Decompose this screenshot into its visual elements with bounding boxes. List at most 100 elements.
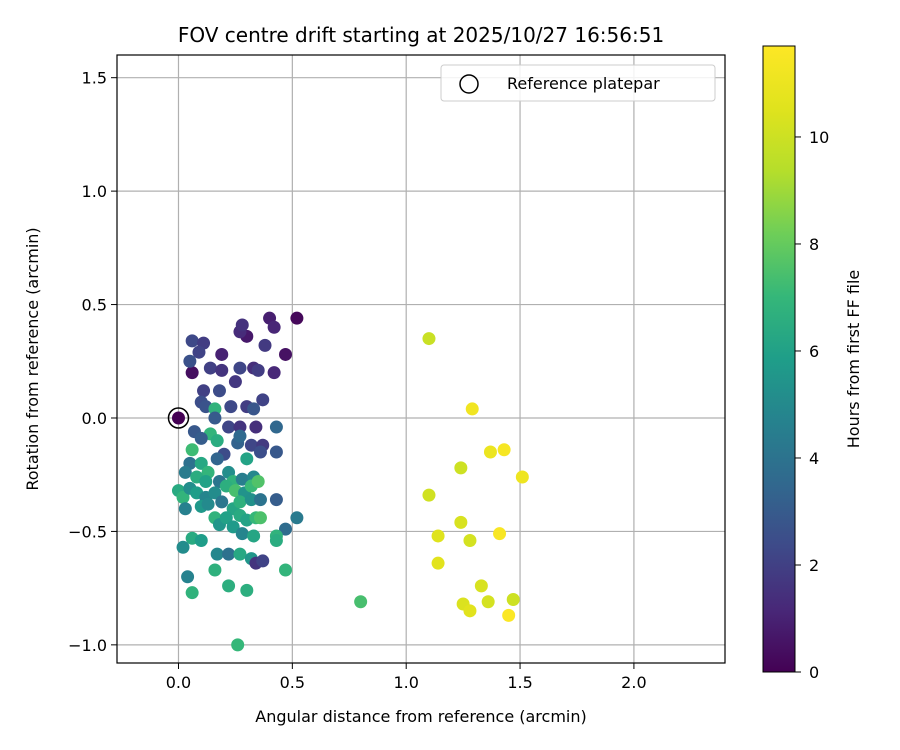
y-axis-ticks: −1.0 −0.5 0.0 0.5 1.0 1.5 — [68, 69, 117, 655]
data-point — [269, 533, 283, 547]
x-tick-label: 1.0 — [393, 673, 418, 692]
data-point — [210, 547, 224, 561]
data-point — [431, 556, 445, 570]
colorbar: 0 2 4 6 8 10 Hours from first FF file — [762, 45, 863, 682]
data-point — [215, 347, 229, 361]
data-point — [192, 345, 206, 359]
x-tick-label: 0.0 — [166, 673, 191, 692]
data-point — [247, 402, 261, 416]
data-point — [474, 579, 488, 593]
colorbar-ticks: 0 2 4 6 8 10 — [795, 128, 829, 682]
data-point — [194, 533, 208, 547]
data-point — [233, 429, 247, 443]
data-point — [181, 570, 195, 584]
data-point — [290, 511, 304, 525]
y-axis-title: Rotation from reference (arcmin) — [23, 227, 42, 490]
data-point — [256, 554, 270, 568]
data-point — [240, 583, 254, 597]
data-point — [483, 445, 497, 459]
data-point — [203, 361, 217, 375]
data-point — [253, 511, 267, 525]
chart-title: FOV centre drift starting at 2025/10/27 … — [178, 23, 664, 47]
data-point — [244, 438, 258, 452]
data-point — [197, 384, 211, 398]
data-points — [167, 311, 529, 652]
data-point — [208, 486, 222, 500]
data-point — [185, 366, 199, 380]
data-point — [176, 490, 190, 504]
data-point — [178, 502, 192, 516]
data-point — [240, 452, 254, 466]
data-point — [199, 475, 213, 489]
colorbar-tick-label: 6 — [809, 342, 819, 361]
data-point — [422, 488, 436, 502]
data-point — [454, 515, 468, 529]
x-tick-label: 0.5 — [280, 673, 305, 692]
data-point — [222, 579, 236, 593]
data-point — [454, 461, 468, 475]
data-point — [269, 445, 283, 459]
data-point — [247, 529, 261, 543]
data-point — [235, 472, 249, 486]
data-point — [253, 445, 267, 459]
data-point — [208, 402, 222, 416]
data-point — [235, 527, 249, 541]
data-point — [194, 431, 208, 445]
data-point — [269, 420, 283, 434]
x-axis-ticks: 0.0 0.5 1.0 1.5 2.0 — [166, 663, 647, 692]
y-tick-label: 0.5 — [82, 296, 107, 315]
data-point — [224, 400, 238, 414]
data-point — [267, 320, 281, 334]
data-point — [178, 465, 192, 479]
data-point — [185, 586, 199, 600]
data-point — [279, 347, 293, 361]
data-point — [244, 493, 258, 507]
data-point — [185, 443, 199, 457]
y-tick-label: −1.0 — [68, 636, 107, 655]
colorbar-tick-label: 4 — [809, 449, 819, 468]
data-point — [212, 384, 226, 398]
data-point — [497, 443, 511, 457]
y-tick-label: −0.5 — [68, 522, 107, 541]
data-point — [233, 495, 247, 509]
data-point — [256, 393, 270, 407]
data-point — [502, 608, 516, 622]
colorbar-tick-label: 0 — [809, 663, 819, 682]
data-point — [267, 366, 281, 380]
colorbar-tick-label: 2 — [809, 556, 819, 575]
data-point — [253, 493, 267, 507]
data-point — [183, 354, 197, 368]
data-point — [279, 563, 293, 577]
data-point — [231, 638, 245, 652]
data-point — [171, 411, 185, 425]
colorbar-tick-label: 10 — [809, 128, 829, 147]
data-point — [422, 332, 436, 346]
plot-frame — [116, 54, 726, 664]
x-tick-label: 2.0 — [621, 673, 646, 692]
data-point — [463, 604, 477, 618]
data-point — [176, 540, 190, 554]
data-point — [249, 420, 263, 434]
data-point — [251, 475, 265, 489]
data-point — [215, 363, 229, 377]
data-point — [258, 338, 272, 352]
data-point — [222, 547, 236, 561]
data-point — [465, 402, 479, 416]
data-point — [493, 527, 507, 541]
data-point — [208, 411, 222, 425]
y-tick-label: 1.5 — [82, 69, 107, 88]
data-point — [226, 520, 240, 534]
legend-box — [440, 64, 716, 102]
data-point — [228, 375, 242, 389]
data-point — [251, 363, 265, 377]
data-point — [506, 592, 520, 606]
data-point — [210, 452, 224, 466]
legend-marker-reference — [459, 74, 479, 94]
data-point — [210, 434, 224, 448]
data-point — [233, 420, 247, 434]
y-tick-label: 1.0 — [82, 182, 107, 201]
colorbar-title: Hours from first FF file — [844, 270, 863, 449]
data-point — [233, 547, 247, 561]
data-point — [215, 495, 229, 509]
